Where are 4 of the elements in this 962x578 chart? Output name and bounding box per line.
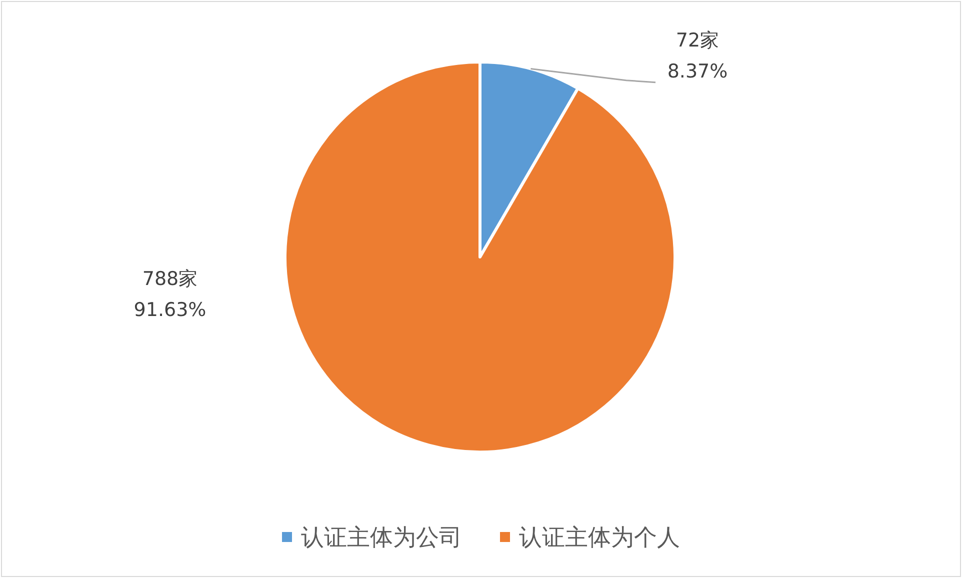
legend-label: 认证主体为个人 <box>519 525 680 551</box>
data-label: 788家 91.63% <box>134 268 206 321</box>
legend-label: 认证主体为公司 <box>301 525 462 551</box>
data-label: 72家 8.37% <box>667 29 728 82</box>
